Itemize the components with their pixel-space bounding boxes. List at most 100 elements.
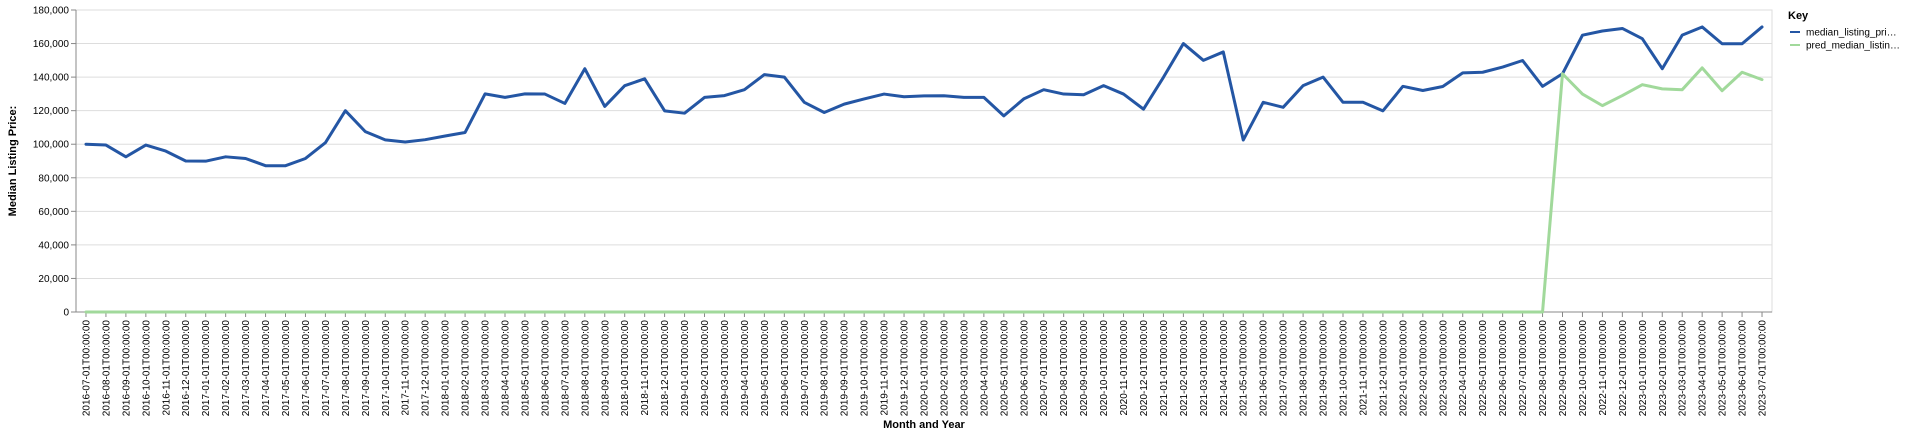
x-tick-label: 2020-02-01T00:00:00 <box>939 320 950 417</box>
x-tick-label: 2017-06-01T00:00:00 <box>301 320 312 417</box>
x-tick-label: 2018-02-01T00:00:00 <box>461 320 472 417</box>
legend: Key median_listing_pri… pred_median_listi… <box>1788 10 1900 52</box>
x-tick-label: 2016-07-01T00:00:00 <box>81 320 92 417</box>
x-tick-label: 2019-11-01T00:00:00 <box>880 320 891 416</box>
x-tick-label: 2019-10-01T00:00:00 <box>860 320 871 417</box>
x-tick-label: 2023-05-01T00:00:00 <box>1718 320 1729 417</box>
x-tick-label: 2021-09-01T00:00:00 <box>1319 320 1330 417</box>
x-tick-label: 2019-01-01T00:00:00 <box>680 320 691 417</box>
x-tick-label: 2019-06-01T00:00:00 <box>780 320 791 417</box>
x-tick-label: 2018-03-01T00:00:00 <box>481 320 492 417</box>
x-tick-label: 2020-08-01T00:00:00 <box>1059 320 1070 417</box>
x-tick-label: 2023-03-01T00:00:00 <box>1678 320 1689 417</box>
x-tick-label: 2019-02-01T00:00:00 <box>700 320 711 417</box>
x-tick-label: 2022-03-01T00:00:00 <box>1438 320 1449 417</box>
x-tick-label: 2019-05-01T00:00:00 <box>760 320 771 417</box>
x-tick-label: 2022-11-01T00:00:00 <box>1598 320 1609 416</box>
x-tick-label: 2016-11-01T00:00:00 <box>161 320 172 416</box>
x-tick-label: 2020-11-01T00:00:00 <box>1119 320 1130 416</box>
y-tick-label: 40,000 <box>38 240 69 251</box>
y-tick-label: 20,000 <box>38 274 69 285</box>
x-tick-label: 2022-09-01T00:00:00 <box>1558 320 1569 417</box>
x-tick-label: 2016-09-01T00:00:00 <box>121 320 132 417</box>
x-tick-label: 2020-06-01T00:00:00 <box>1019 320 1030 417</box>
x-tick-label: 2017-05-01T00:00:00 <box>281 320 292 417</box>
x-tick-label: 2023-02-01T00:00:00 <box>1658 320 1669 417</box>
series-line-0 <box>84 25 1764 168</box>
x-tick-label: 2020-05-01T00:00:00 <box>999 320 1010 417</box>
x-tick-label: 2022-08-01T00:00:00 <box>1538 320 1549 417</box>
x-tick-label: 2022-06-01T00:00:00 <box>1498 320 1509 417</box>
plot-frame <box>75 9 1773 313</box>
series-line-1 <box>84 66 1764 314</box>
x-tick-label: 2018-12-01T00:00:00 <box>660 320 671 417</box>
x-tick-label: 2017-10-01T00:00:00 <box>381 320 392 417</box>
x-tick-label: 2020-07-01T00:00:00 <box>1039 320 1050 417</box>
legend-title: Key <box>1788 10 1809 22</box>
x-tick-label: 2017-07-01T00:00:00 <box>321 320 332 417</box>
x-tick-label: 2023-07-01T00:00:00 <box>1758 320 1769 417</box>
y-tick-label: 60,000 <box>38 207 69 218</box>
y-tick-label: 160,000 <box>33 39 70 50</box>
x-tick-label: 2023-06-01T00:00:00 <box>1738 320 1749 417</box>
x-tick-label: 2017-04-01T00:00:00 <box>261 320 272 417</box>
x-tick-label: 2023-04-01T00:00:00 <box>1698 320 1709 417</box>
x-tick-label: 2019-07-01T00:00:00 <box>800 320 811 417</box>
x-tick-label: 2017-08-01T00:00:00 <box>341 320 352 417</box>
x-tick-label: 2021-02-01T00:00:00 <box>1179 320 1190 417</box>
x-tick-label: 2018-06-01T00:00:00 <box>540 320 551 417</box>
x-tick-label: 2016-10-01T00:00:00 <box>141 320 152 417</box>
x-tick-label: 2020-03-01T00:00:00 <box>959 320 970 417</box>
y-tick-label: 0 <box>63 308 69 319</box>
x-axis-title: Month and Year <box>883 419 965 431</box>
x-tick-label: 2021-05-01T00:00:00 <box>1239 320 1250 417</box>
y-tick-label: 80,000 <box>38 173 69 184</box>
legend-label-1: pred_median_listin… <box>1806 41 1900 52</box>
x-tick-label: 2017-01-01T00:00:00 <box>201 320 212 417</box>
grid-lines <box>75 9 1773 313</box>
x-tick-label: 2018-11-01T00:00:00 <box>640 320 651 416</box>
x-tick-label: 2022-04-01T00:00:00 <box>1458 320 1469 417</box>
x-tick-label: 2019-03-01T00:00:00 <box>720 320 731 417</box>
x-tick-label: 2017-03-01T00:00:00 <box>241 320 252 417</box>
y-tick-label: 100,000 <box>33 140 70 151</box>
x-tick-label: 2021-04-01T00:00:00 <box>1219 320 1230 417</box>
x-tick-label: 2021-10-01T00:00:00 <box>1339 320 1350 417</box>
x-tick-label: 2020-12-01T00:00:00 <box>1139 320 1150 417</box>
x-tick-label: 2021-03-01T00:00:00 <box>1199 320 1210 417</box>
x-tick-label: 2021-01-01T00:00:00 <box>1159 320 1170 417</box>
x-tick-label: 2022-10-01T00:00:00 <box>1578 320 1589 417</box>
x-tick-label: 2022-02-01T00:00:00 <box>1418 320 1429 417</box>
x-tick-label: 2021-08-01T00:00:00 <box>1299 320 1310 417</box>
x-tick-label: 2018-09-01T00:00:00 <box>600 320 611 417</box>
y-axis: 0 20,000 40,000 60,000 80,000 100,000 120,000 1… <box>33 6 77 319</box>
x-tick-label: 2016-12-01T00:00:00 <box>181 320 192 417</box>
x-tick-label: 2021-12-01T00:00:00 <box>1378 320 1389 417</box>
x-tick-label: 2018-10-01T00:00:00 <box>620 320 631 417</box>
x-tick-label: 2021-07-01T00:00:00 <box>1279 320 1290 417</box>
x-tick-label: 2017-11-01T00:00:00 <box>401 320 412 416</box>
x-tick-label: 2020-01-01T00:00:00 <box>920 320 931 417</box>
x-tick-label: 2018-08-01T00:00:00 <box>580 320 591 417</box>
x-tick-label: 2019-09-01T00:00:00 <box>840 320 851 417</box>
x-tick-label: 2019-04-01T00:00:00 <box>740 320 751 417</box>
y-tick-label: 140,000 <box>33 73 70 84</box>
y-axis-title: Median Listing Price: <box>7 106 19 217</box>
x-tick-label: 2022-05-01T00:00:00 <box>1478 320 1489 417</box>
x-tick-label: 2019-08-01T00:00:00 <box>820 320 831 417</box>
x-tick-label: 2018-01-01T00:00:00 <box>441 320 452 417</box>
x-tick-label: 2018-07-01T00:00:00 <box>560 320 571 417</box>
x-tick-label: 2023-01-01T00:00:00 <box>1638 320 1649 417</box>
x-tick-label: 2021-11-01T00:00:00 <box>1358 320 1369 416</box>
x-tick-label: 2017-12-01T00:00:00 <box>421 320 432 417</box>
y-tick-label: 120,000 <box>33 106 70 117</box>
legend-label-0: median_listing_pri… <box>1806 28 1897 39</box>
x-tick-label: 2022-07-01T00:00:00 <box>1518 320 1529 417</box>
x-tick-label: 2018-05-01T00:00:00 <box>520 320 531 417</box>
x-tick-label: 2021-06-01T00:00:00 <box>1259 320 1270 417</box>
series-layer <box>84 25 1764 314</box>
x-tick-label: 2018-04-01T00:00:00 <box>500 320 511 417</box>
x-tick-label: 2020-04-01T00:00:00 <box>979 320 990 417</box>
x-tick-label: 2017-09-01T00:00:00 <box>361 320 372 417</box>
